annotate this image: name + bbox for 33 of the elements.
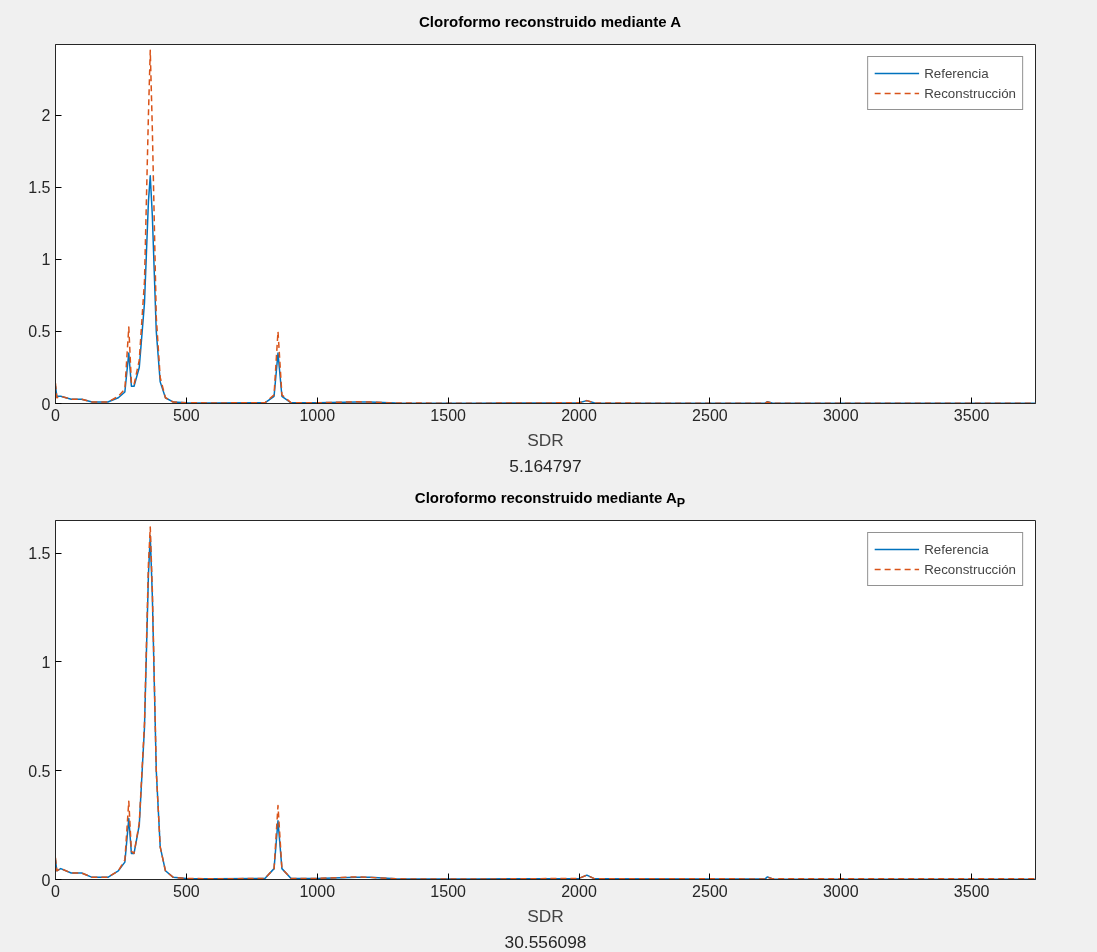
legend-label: Referencia [924, 541, 989, 557]
x-tick-label: 3000 [822, 882, 859, 900]
x-axis-title: SDR [527, 429, 564, 450]
x-tick-label: 500 [173, 882, 200, 900]
x-tick-label: 2500 [692, 406, 728, 424]
x-tick-label: 2000 [561, 882, 597, 900]
chart-title: Cloroformo reconstruido mediante A$_{P}$ [414, 488, 686, 512]
text: 5.164797 [509, 455, 582, 476]
y-tick-label: 1 [41, 653, 51, 671]
y-tick-label: 0 [41, 395, 51, 413]
x-tick-label: 2000 [561, 406, 597, 424]
x-tick-label: 3000 [822, 406, 859, 424]
y-tick-label: 2 [41, 107, 51, 125]
x-tick-label: 1000 [299, 882, 336, 900]
x-tick-label: 1500 [430, 882, 467, 900]
x-tick-label: 1000 [299, 406, 336, 424]
y-tick-label: 1.5 [28, 179, 51, 197]
legend-label: Referencia [924, 65, 989, 81]
legend-label: Reconstrucción [924, 561, 1016, 577]
text: 30.556098 [504, 931, 587, 952]
x-tick-label: 3500 [953, 882, 990, 900]
x-axis-title: SDR [527, 905, 564, 926]
x-tick-label: 1500 [430, 406, 467, 424]
y-tick-label: 0.5 [28, 323, 51, 341]
x-tick-label: 500 [173, 406, 200, 424]
legend-label: Reconstrucción [924, 85, 1016, 101]
x-tick-label: 2500 [692, 882, 728, 900]
x-tick-label: 3500 [953, 406, 990, 424]
chart-title: Cloroformo reconstruido mediante A [419, 12, 681, 32]
y-tick-label: 1 [41, 251, 51, 269]
y-tick-label: 1.5 [28, 545, 51, 563]
y-tick-label: 0.5 [28, 762, 51, 780]
y-tick-label: 0 [41, 871, 51, 889]
